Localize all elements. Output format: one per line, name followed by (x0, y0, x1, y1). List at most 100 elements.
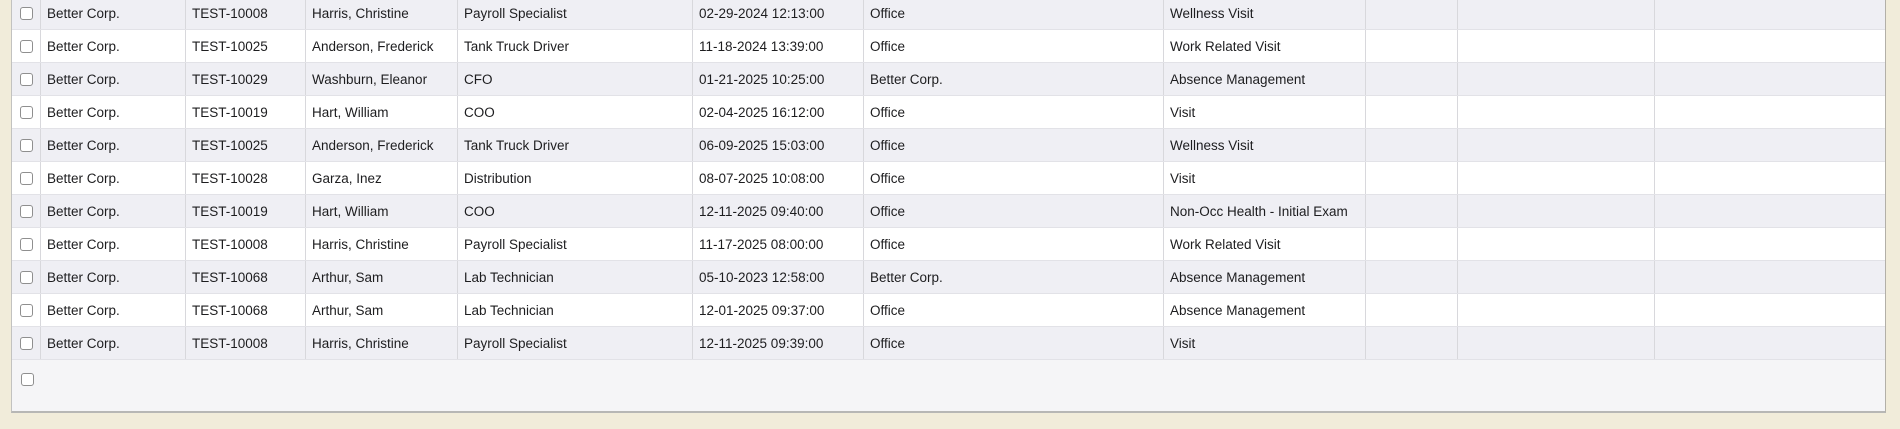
cell-job-title[interactable]: CFO (458, 63, 693, 95)
cell-visit-datetime[interactable]: 12-11-2025 09:40:00 (693, 195, 864, 227)
table-row[interactable]: Better Corp. TEST-10068 Arthur, Sam Lab Tec… (12, 294, 1885, 327)
cell-employee-id[interactable]: TEST-10008 (186, 0, 306, 29)
cell-extra-2[interactable] (1458, 327, 1655, 359)
cell-visit-type[interactable]: Wellness Visit (1164, 0, 1366, 29)
cell-extra-1[interactable] (1366, 96, 1458, 128)
cell-extra-1[interactable] (1366, 195, 1458, 227)
cell-extra-1[interactable] (1366, 261, 1458, 293)
cell-extra-3[interactable] (1655, 195, 1885, 227)
cell-extra-2[interactable] (1458, 63, 1655, 95)
cell-visit-datetime[interactable]: 08-07-2025 10:08:00 (693, 162, 864, 194)
cell-visit-type[interactable]: Absence Management (1164, 294, 1366, 326)
row-checkbox[interactable] (19, 204, 33, 218)
row-checkbox[interactable] (19, 336, 33, 350)
cell-visit-type[interactable]: Visit (1164, 327, 1366, 359)
cell-employee-id[interactable]: TEST-10008 (186, 327, 306, 359)
cell-employee-name[interactable]: Hart, William (306, 96, 458, 128)
cell-job-title[interactable]: Payroll Specialist (458, 327, 693, 359)
cell-extra-3[interactable] (1655, 129, 1885, 161)
cell-extra-1[interactable] (1366, 162, 1458, 194)
cell-extra-2[interactable] (1458, 0, 1655, 29)
cell-extra-1[interactable] (1366, 0, 1458, 29)
cell-employee-name[interactable]: Anderson, Frederick (306, 129, 458, 161)
cell-employee-id[interactable]: TEST-10068 (186, 261, 306, 293)
cell-employee-id[interactable]: TEST-10029 (186, 63, 306, 95)
cell-extra-1[interactable] (1366, 129, 1458, 161)
cell-visit-datetime[interactable]: 11-17-2025 08:00:00 (693, 228, 864, 260)
cell-extra-2[interactable] (1458, 195, 1655, 227)
table-row[interactable]: Better Corp. TEST-10029 Washburn, Eleanor C… (12, 63, 1885, 96)
new-row-strip[interactable] (12, 360, 1885, 411)
cell-employee-id[interactable]: TEST-10008 (186, 228, 306, 260)
cell-visit-type[interactable]: Visit (1164, 162, 1366, 194)
row-checkbox[interactable] (19, 270, 33, 284)
cell-visit-datetime[interactable]: 02-29-2024 12:13:00 (693, 0, 864, 29)
cell-employee-name[interactable]: Washburn, Eleanor (306, 63, 458, 95)
table-row[interactable]: Better Corp. TEST-10025 Anderson, Frederic… (12, 129, 1885, 162)
cell-extra-2[interactable] (1458, 96, 1655, 128)
cell-employee-id[interactable]: TEST-10028 (186, 162, 306, 194)
cell-visit-datetime[interactable]: 02-04-2025 16:12:00 (693, 96, 864, 128)
cell-employee-name[interactable]: Harris, Christine (306, 0, 458, 29)
cell-extra-1[interactable] (1366, 327, 1458, 359)
cell-visit-type[interactable]: Absence Management (1164, 261, 1366, 293)
cell-employee-id[interactable]: TEST-10019 (186, 195, 306, 227)
row-checkbox[interactable] (19, 171, 33, 185)
cell-visit-type[interactable]: Work Related Visit (1164, 30, 1366, 62)
row-checkbox[interactable] (19, 6, 33, 20)
cell-job-title[interactable]: COO (458, 96, 693, 128)
cell-extra-3[interactable] (1655, 96, 1885, 128)
cell-location[interactable]: Office (864, 327, 1164, 359)
cell-employee-name[interactable]: Anderson, Frederick (306, 30, 458, 62)
cell-company[interactable]: Better Corp. (41, 261, 186, 293)
cell-location[interactable]: Office (864, 0, 1164, 29)
cell-employee-name[interactable]: Harris, Christine (306, 327, 458, 359)
cell-job-title[interactable]: Distribution (458, 162, 693, 194)
table-row[interactable]: Better Corp. TEST-10019 Hart, William COO 12… (12, 195, 1885, 228)
table-row[interactable]: Better Corp. TEST-10008 Harris, Christine P… (12, 327, 1885, 360)
table-row[interactable]: Better Corp. TEST-10008 Harris, Christine P… (12, 0, 1885, 30)
cell-company[interactable]: Better Corp. (41, 63, 186, 95)
cell-location[interactable]: Office (864, 96, 1164, 128)
cell-company[interactable]: Better Corp. (41, 294, 186, 326)
cell-company[interactable]: Better Corp. (41, 129, 186, 161)
cell-extra-1[interactable] (1366, 30, 1458, 62)
cell-job-title[interactable]: Lab Technician (458, 294, 693, 326)
cell-extra-2[interactable] (1458, 129, 1655, 161)
cell-employee-id[interactable]: TEST-10025 (186, 129, 306, 161)
row-checkbox[interactable] (19, 39, 33, 53)
new-row-checkbox[interactable] (21, 373, 34, 386)
cell-extra-2[interactable] (1458, 162, 1655, 194)
cell-visit-type[interactable]: Non-Occ Health - Initial Exam (1164, 195, 1366, 227)
cell-employee-id[interactable]: TEST-10025 (186, 30, 306, 62)
cell-visit-datetime[interactable]: 05-10-2023 12:58:00 (693, 261, 864, 293)
cell-extra-3[interactable] (1655, 162, 1885, 194)
cell-employee-name[interactable]: Arthur, Sam (306, 261, 458, 293)
cell-extra-1[interactable] (1366, 294, 1458, 326)
table-row[interactable]: Better Corp. TEST-10068 Arthur, Sam Lab Tec… (12, 261, 1885, 294)
cell-job-title[interactable]: COO (458, 195, 693, 227)
cell-extra-3[interactable] (1655, 228, 1885, 260)
cell-extra-3[interactable] (1655, 294, 1885, 326)
cell-visit-datetime[interactable]: 12-01-2025 09:37:00 (693, 294, 864, 326)
row-checkbox[interactable] (19, 105, 33, 119)
cell-location[interactable]: Better Corp. (864, 63, 1164, 95)
cell-visit-type[interactable]: Wellness Visit (1164, 129, 1366, 161)
cell-employee-name[interactable]: Hart, William (306, 195, 458, 227)
cell-company[interactable]: Better Corp. (41, 0, 186, 29)
cell-job-title[interactable]: Lab Technician (458, 261, 693, 293)
cell-location[interactable]: Office (864, 294, 1164, 326)
cell-location[interactable]: Office (864, 162, 1164, 194)
cell-visit-type[interactable]: Work Related Visit (1164, 228, 1366, 260)
cell-location[interactable]: Office (864, 228, 1164, 260)
cell-company[interactable]: Better Corp. (41, 228, 186, 260)
cell-extra-3[interactable] (1655, 63, 1885, 95)
cell-company[interactable]: Better Corp. (41, 96, 186, 128)
cell-visit-datetime[interactable]: 01-21-2025 10:25:00 (693, 63, 864, 95)
cell-visit-datetime[interactable]: 11-18-2024 13:39:00 (693, 30, 864, 62)
cell-visit-datetime[interactable]: 12-11-2025 09:39:00 (693, 327, 864, 359)
cell-extra-3[interactable] (1655, 0, 1885, 29)
cell-job-title[interactable]: Tank Truck Driver (458, 129, 693, 161)
table-row[interactable]: Better Corp. TEST-10008 Harris, Christine P… (12, 228, 1885, 261)
row-checkbox[interactable] (19, 72, 33, 86)
